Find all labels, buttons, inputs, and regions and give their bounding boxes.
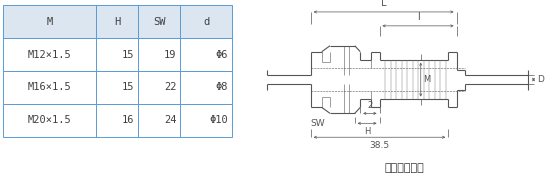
- Text: 2: 2: [367, 101, 372, 110]
- Text: 38.5: 38.5: [370, 141, 389, 150]
- Text: SW: SW: [153, 17, 166, 27]
- FancyBboxPatch shape: [139, 5, 180, 38]
- FancyBboxPatch shape: [3, 104, 96, 137]
- FancyBboxPatch shape: [180, 38, 232, 71]
- Text: Φ6: Φ6: [216, 50, 228, 60]
- FancyBboxPatch shape: [3, 71, 96, 104]
- Text: 15: 15: [122, 50, 135, 60]
- Text: 15: 15: [122, 82, 135, 92]
- FancyBboxPatch shape: [96, 5, 139, 38]
- Text: M: M: [47, 17, 53, 27]
- Text: M20×1.5: M20×1.5: [28, 115, 72, 125]
- Text: 16: 16: [122, 115, 135, 125]
- Text: M12×1.5: M12×1.5: [28, 50, 72, 60]
- Text: d: d: [203, 17, 210, 27]
- FancyBboxPatch shape: [3, 5, 96, 38]
- FancyBboxPatch shape: [180, 71, 232, 104]
- FancyBboxPatch shape: [139, 71, 180, 104]
- Text: 19: 19: [164, 50, 177, 60]
- Text: H: H: [114, 17, 120, 27]
- Text: M: M: [424, 75, 431, 84]
- Text: H: H: [364, 127, 370, 136]
- Text: 22: 22: [164, 82, 177, 92]
- FancyBboxPatch shape: [96, 104, 139, 137]
- Text: Φ8: Φ8: [216, 82, 228, 92]
- FancyBboxPatch shape: [180, 5, 232, 38]
- Text: L: L: [381, 0, 386, 8]
- FancyBboxPatch shape: [139, 104, 180, 137]
- Text: D: D: [537, 75, 543, 84]
- FancyBboxPatch shape: [180, 104, 232, 137]
- Text: 24: 24: [164, 115, 177, 125]
- Text: SW: SW: [311, 119, 326, 128]
- Text: Φ10: Φ10: [210, 115, 228, 125]
- Text: l: l: [417, 12, 419, 22]
- Text: 卡套螺紋接頭: 卡套螺紋接頭: [384, 163, 424, 173]
- FancyBboxPatch shape: [96, 71, 139, 104]
- Text: M16×1.5: M16×1.5: [28, 82, 72, 92]
- FancyBboxPatch shape: [3, 38, 96, 71]
- FancyBboxPatch shape: [96, 38, 139, 71]
- FancyBboxPatch shape: [139, 38, 180, 71]
